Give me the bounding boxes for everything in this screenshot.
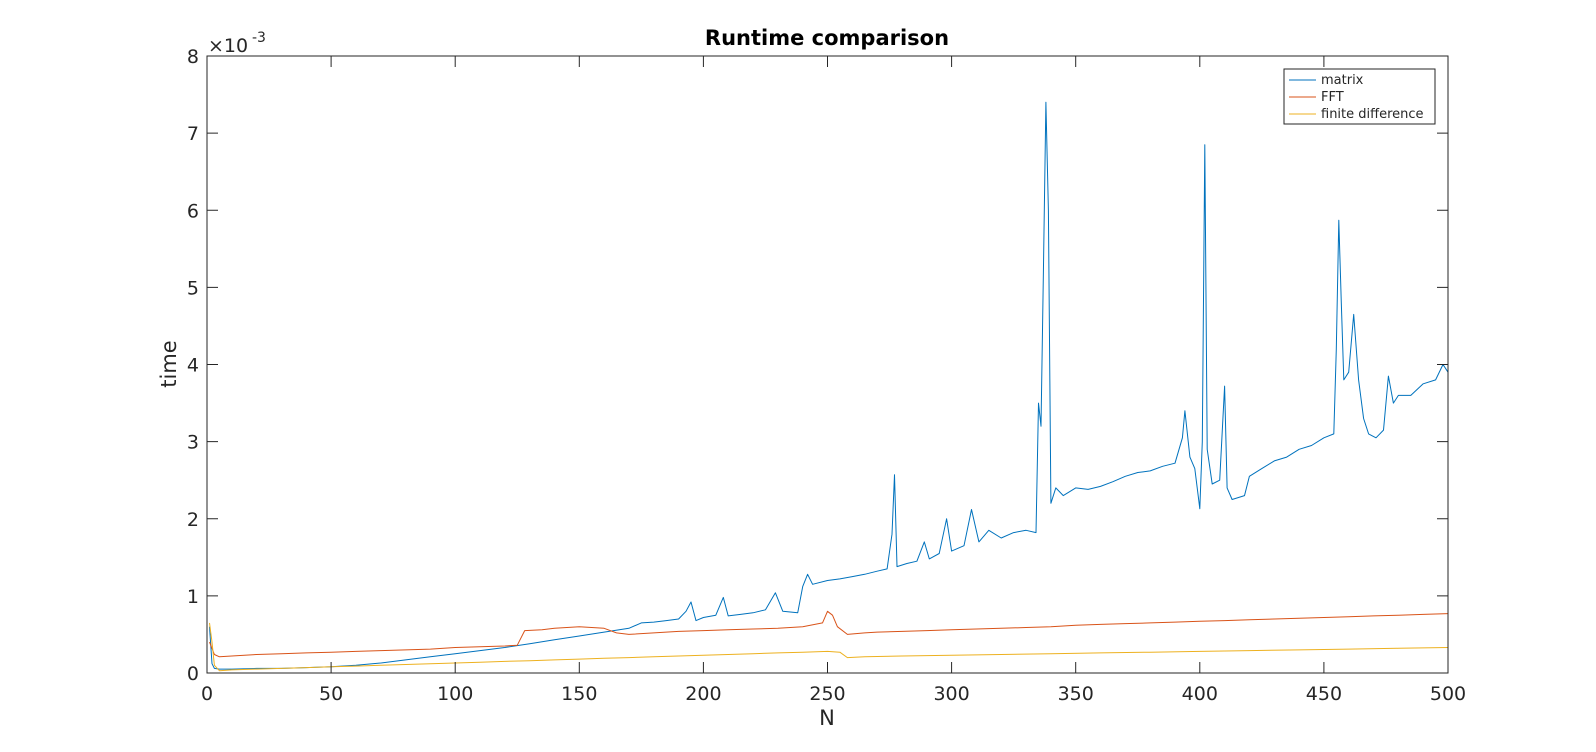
x-tick-label: 0: [201, 683, 213, 705]
y-tick-label: 7: [187, 123, 199, 145]
y-tick-label: 8: [187, 46, 199, 68]
y-exponent-base: ×10: [208, 35, 248, 57]
legend-label-matrix: matrix: [1321, 73, 1364, 88]
legend-label-fft: FFT: [1321, 90, 1344, 105]
y-tick-label: 4: [187, 355, 199, 377]
y-tick-label: 0: [187, 663, 199, 685]
x-tick-label: 150: [561, 683, 597, 705]
x-tick-label: 500: [1430, 683, 1466, 705]
series-line-fft: [209, 610, 1449, 658]
x-tick-label: 50: [319, 683, 343, 705]
y-exponent-power: -3: [252, 30, 266, 46]
y-tick-label: 2: [187, 509, 199, 531]
y-exponent: ×10 -3: [208, 30, 266, 57]
legend-label-finite-difference: finite difference: [1321, 107, 1424, 122]
x-tick-label: 400: [1182, 683, 1218, 705]
y-tick-label: 5: [187, 277, 199, 299]
chart-title: Runtime comparison: [705, 26, 949, 50]
y-axis-label: time: [157, 340, 181, 387]
y-tick-label: 1: [187, 586, 199, 608]
x-tick-label: 250: [809, 683, 845, 705]
series-line-matrix: [209, 101, 1449, 670]
ticks-layer: 0 50 100 150 200 250 300 350 400 450 500 0 1 2 3 4 5 6 7 8: [187, 46, 1466, 705]
series-layer: [209, 101, 1449, 672]
y-tick-label: 6: [187, 200, 199, 222]
x-tick-label: 450: [1306, 683, 1342, 705]
x-tick-label: 200: [685, 683, 721, 705]
x-tick-label: 300: [933, 683, 969, 705]
x-tick-label: 350: [1058, 683, 1094, 705]
series-line-finite-difference: [209, 622, 1449, 672]
x-axis-label: N: [819, 706, 835, 730]
legend[interactable]: matrix FFT finite difference: [1283, 68, 1436, 125]
y-tick-label: 3: [187, 432, 199, 454]
plot-background: [207, 56, 1448, 673]
x-tick-label: 100: [437, 683, 473, 705]
